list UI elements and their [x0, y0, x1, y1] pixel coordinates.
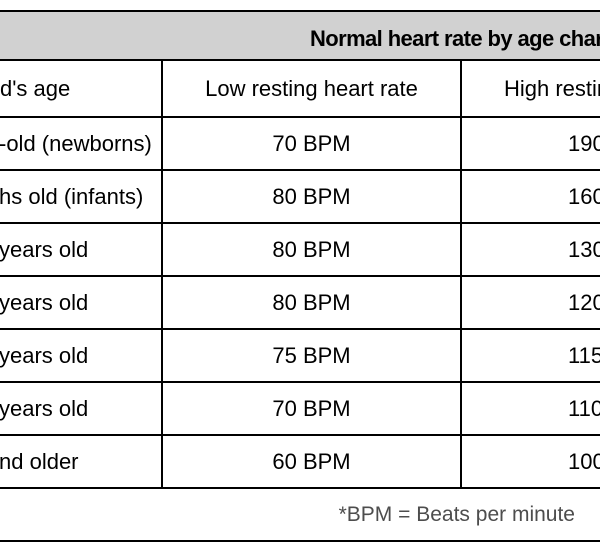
table-row: -old (newborns) 70 BPM 190: [0, 116, 600, 171]
column-header-age: d's age: [0, 59, 163, 118]
cell-low-rate: 80 BPM: [161, 169, 462, 224]
table-title-row: Normal heart rate by age char: [0, 10, 600, 61]
cell-age: years old: [0, 222, 163, 277]
table-row: years old 80 BPM 120: [0, 275, 600, 330]
table-row: years old 80 BPM 130: [0, 222, 600, 277]
cell-low-rate: 75 BPM: [161, 328, 462, 383]
cell-low-rate: 80 BPM: [161, 222, 462, 277]
cell-high-rate: 120: [460, 275, 600, 330]
cell-age: years old: [0, 275, 163, 330]
table-row: years old 70 BPM 110: [0, 381, 600, 436]
cell-high-rate: 100: [460, 434, 600, 489]
cell-age: years old: [0, 381, 163, 436]
table-row: hs old (infants) 80 BPM 160: [0, 169, 600, 224]
cell-age: hs old (infants): [0, 169, 163, 224]
heart-rate-table: Normal heart rate by age char d's age Lo…: [0, 10, 600, 489]
cell-low-rate: 70 BPM: [161, 381, 462, 436]
cell-low-rate: 70 BPM: [161, 116, 462, 171]
table-row: nd older 60 BPM 100: [0, 434, 600, 489]
cell-low-rate: 80 BPM: [161, 275, 462, 330]
cell-low-rate: 60 BPM: [161, 434, 462, 489]
column-header-high-rate: High restin: [460, 59, 600, 118]
bpm-footnote: *BPM = Beats per minute: [0, 489, 600, 542]
table-header-row: d's age Low resting heart rate High rest…: [0, 59, 600, 118]
cell-age: nd older: [0, 434, 163, 489]
table-title: Normal heart rate by age char: [0, 10, 600, 61]
table-row: years old 75 BPM 115: [0, 328, 600, 383]
cell-high-rate: 190: [460, 116, 600, 171]
cell-high-rate: 160: [460, 169, 600, 224]
cell-age: -old (newborns): [0, 116, 163, 171]
cell-age: years old: [0, 328, 163, 383]
cell-high-rate: 115: [460, 328, 600, 383]
cell-high-rate: 110: [460, 381, 600, 436]
cell-high-rate: 130: [460, 222, 600, 277]
column-header-low-rate: Low resting heart rate: [161, 59, 462, 118]
